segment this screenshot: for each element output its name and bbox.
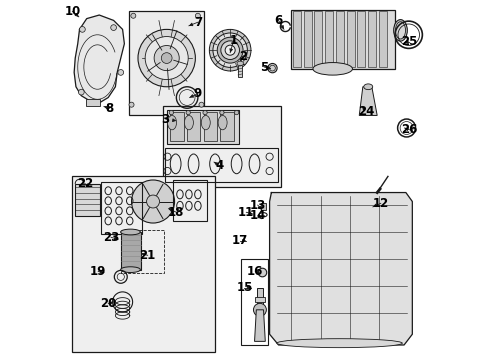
Text: 22: 22 bbox=[77, 177, 93, 190]
Bar bbox=[303, 12, 311, 67]
Circle shape bbox=[146, 195, 159, 208]
Ellipse shape bbox=[312, 63, 352, 75]
Text: 1: 1 bbox=[229, 33, 237, 47]
Bar bbox=[346, 12, 354, 67]
Polygon shape bbox=[237, 61, 243, 66]
Text: 7: 7 bbox=[193, 16, 202, 29]
Circle shape bbox=[110, 25, 116, 31]
Bar bbox=[186, 112, 200, 141]
Circle shape bbox=[253, 303, 266, 316]
Bar bbox=[257, 288, 262, 306]
Bar bbox=[290, 10, 394, 69]
Bar bbox=[172, 180, 206, 221]
Circle shape bbox=[258, 268, 266, 277]
Ellipse shape bbox=[121, 267, 140, 273]
Circle shape bbox=[154, 45, 179, 71]
Bar bbox=[203, 112, 217, 141]
Circle shape bbox=[78, 89, 84, 95]
Text: 12: 12 bbox=[372, 197, 388, 210]
Ellipse shape bbox=[184, 116, 193, 130]
Ellipse shape bbox=[218, 116, 226, 130]
Text: 24: 24 bbox=[358, 105, 374, 118]
Bar bbox=[241, 259, 267, 345]
Ellipse shape bbox=[201, 116, 210, 130]
Circle shape bbox=[219, 111, 224, 115]
Bar bbox=[314, 12, 322, 67]
Circle shape bbox=[195, 13, 200, 18]
Circle shape bbox=[224, 45, 235, 55]
Ellipse shape bbox=[363, 84, 372, 90]
Bar bbox=[169, 112, 183, 141]
Circle shape bbox=[217, 37, 243, 63]
Polygon shape bbox=[254, 310, 265, 341]
Circle shape bbox=[161, 53, 172, 63]
Text: 3: 3 bbox=[161, 113, 169, 126]
Text: 25: 25 bbox=[401, 35, 417, 49]
Bar bbox=[163, 107, 281, 187]
Bar bbox=[260, 203, 265, 211]
Polygon shape bbox=[269, 193, 411, 345]
Circle shape bbox=[80, 27, 85, 32]
Circle shape bbox=[131, 180, 174, 223]
Text: 14: 14 bbox=[249, 210, 265, 222]
Ellipse shape bbox=[395, 22, 405, 39]
Circle shape bbox=[199, 102, 203, 107]
Bar bbox=[220, 112, 234, 141]
Text: 11: 11 bbox=[238, 206, 254, 219]
Text: 2: 2 bbox=[238, 50, 246, 63]
Text: 18: 18 bbox=[168, 206, 184, 219]
Circle shape bbox=[185, 111, 190, 115]
Bar bbox=[357, 12, 365, 67]
Text: 15: 15 bbox=[236, 281, 252, 294]
Bar bbox=[378, 12, 386, 67]
Ellipse shape bbox=[167, 116, 176, 130]
Bar bbox=[255, 297, 264, 302]
Ellipse shape bbox=[276, 339, 402, 348]
Polygon shape bbox=[74, 15, 124, 103]
Bar bbox=[121, 232, 140, 270]
Text: 20: 20 bbox=[100, 297, 116, 310]
Polygon shape bbox=[359, 87, 376, 116]
Text: 13: 13 bbox=[249, 199, 265, 212]
Circle shape bbox=[129, 102, 134, 107]
Circle shape bbox=[209, 30, 250, 71]
Bar bbox=[367, 12, 375, 67]
Circle shape bbox=[212, 33, 247, 67]
Text: 10: 10 bbox=[64, 5, 81, 18]
Text: 16: 16 bbox=[246, 265, 263, 278]
Bar bbox=[86, 99, 100, 107]
Text: 19: 19 bbox=[90, 265, 106, 278]
Text: 5: 5 bbox=[260, 60, 268, 73]
Text: 4: 4 bbox=[215, 159, 223, 172]
Text: 17: 17 bbox=[232, 234, 248, 247]
Circle shape bbox=[221, 41, 239, 59]
Circle shape bbox=[234, 111, 238, 115]
Bar bbox=[167, 110, 239, 144]
Circle shape bbox=[169, 111, 173, 115]
Text: 6: 6 bbox=[274, 14, 282, 27]
Text: 26: 26 bbox=[401, 123, 417, 136]
Bar bbox=[164, 148, 277, 182]
Circle shape bbox=[131, 13, 136, 18]
Circle shape bbox=[118, 69, 123, 75]
Text: 8: 8 bbox=[105, 102, 113, 115]
Circle shape bbox=[138, 30, 195, 87]
Bar bbox=[292, 12, 300, 67]
Bar bbox=[238, 63, 242, 77]
Bar bbox=[335, 12, 343, 67]
Bar bbox=[75, 184, 100, 216]
Text: 21: 21 bbox=[139, 249, 156, 262]
Circle shape bbox=[145, 37, 188, 80]
Circle shape bbox=[203, 111, 207, 115]
Bar bbox=[101, 182, 142, 234]
Circle shape bbox=[267, 63, 277, 73]
Bar bbox=[72, 176, 215, 352]
Text: 23: 23 bbox=[103, 231, 119, 244]
Bar bbox=[325, 12, 332, 67]
Bar bbox=[129, 12, 204, 116]
Ellipse shape bbox=[393, 19, 407, 41]
Text: 9: 9 bbox=[193, 87, 201, 100]
Bar bbox=[121, 230, 163, 273]
Ellipse shape bbox=[121, 229, 140, 235]
